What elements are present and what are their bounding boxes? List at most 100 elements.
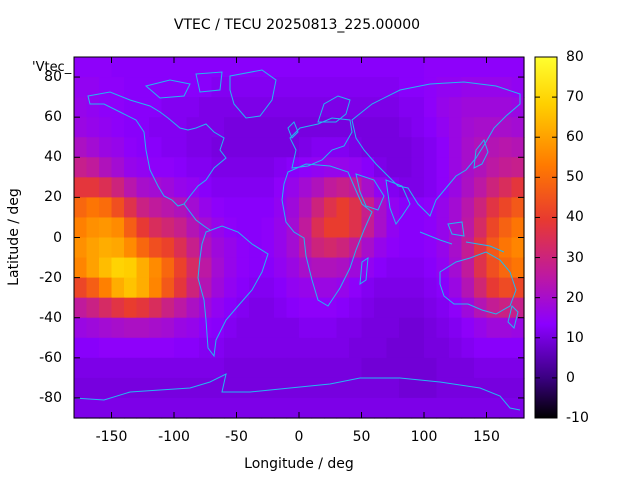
heatmap-cell [486, 117, 500, 138]
heatmap-cell [311, 177, 325, 198]
heatmap-cell [299, 117, 313, 138]
heatmap-cell [486, 57, 500, 78]
heatmap-cell [124, 277, 138, 299]
heatmap-cell [511, 237, 525, 259]
heatmap-cell [186, 337, 200, 359]
heatmap-cell [324, 317, 338, 339]
heatmap-cell [399, 237, 413, 259]
heatmap-cell [299, 377, 313, 399]
heatmap-cell [386, 117, 400, 138]
heatmap-cell [499, 57, 513, 78]
heatmap-cell [361, 237, 375, 259]
heatmap-cell [336, 177, 350, 198]
heatmap-cell [286, 297, 300, 319]
heatmap-cell [449, 317, 463, 339]
heatmap-cell [374, 377, 388, 399]
x-tick-label: 100 [410, 429, 438, 445]
heatmap-cell [486, 317, 500, 339]
heatmap-cell [461, 397, 475, 419]
heatmap-cell [511, 377, 525, 399]
heatmap-cell [136, 397, 150, 419]
heatmap-cell [249, 97, 263, 118]
heatmap-cell [386, 217, 400, 239]
heatmap-cell [186, 217, 200, 239]
heatmap-cell [111, 177, 125, 198]
heatmap-cell [424, 237, 438, 259]
heatmap-cell [399, 317, 413, 339]
heatmap-cell [286, 357, 300, 379]
heatmap-cell [449, 177, 463, 198]
heatmap-cell [374, 217, 388, 239]
heatmap-cell [211, 357, 225, 379]
heatmap-cell [199, 377, 213, 399]
heatmap-cell [311, 137, 325, 158]
heatmap-cell [161, 317, 175, 339]
heatmap-cell [374, 97, 388, 118]
heatmap-cell [136, 97, 150, 118]
heatmap-cell [511, 97, 525, 118]
heatmap-cell [324, 377, 338, 399]
heatmap-cell [286, 77, 300, 98]
heatmap-cell [449, 197, 463, 219]
heatmap-cell [224, 197, 238, 219]
heatmap-cell [161, 297, 175, 319]
heatmap-cell [274, 197, 288, 219]
heatmap-cell [161, 357, 175, 379]
heatmap-cell [261, 217, 275, 239]
heatmap-cell [136, 117, 150, 138]
heatmap-cell [399, 257, 413, 279]
heatmap-cell [236, 77, 250, 98]
heatmap-cell [486, 357, 500, 379]
heatmap-cell [86, 177, 100, 198]
x-tick-label: -150 [95, 429, 128, 445]
heatmap-cell [199, 217, 213, 239]
heatmap-cell [374, 197, 388, 219]
heatmap-cell [74, 257, 88, 279]
heatmap-cell [199, 57, 213, 78]
heatmap-cell [349, 357, 363, 379]
heatmap-cell [299, 337, 313, 359]
heatmap-cell [449, 97, 463, 118]
heatmap-cell [236, 97, 250, 118]
coastline-greenland [229, 69, 277, 119]
colorbar-tick-label: 60 [566, 129, 584, 146]
heatmap-cell [74, 337, 88, 359]
heatmap-cell [274, 277, 288, 299]
heatmap-cell [186, 57, 200, 78]
heatmap-cell [336, 317, 350, 339]
heatmap-cell [311, 357, 325, 379]
heatmap-cell [161, 137, 175, 158]
heatmap-cell [286, 397, 300, 419]
heatmap-cell [274, 57, 288, 78]
heatmap-cell [236, 117, 250, 138]
heatmap-cell [274, 157, 288, 178]
heatmap-cell [74, 217, 88, 239]
heatmap-cell [74, 357, 88, 379]
heatmap-cell [86, 397, 100, 419]
heatmap-cell [174, 137, 188, 158]
heatmap-cell [136, 277, 150, 299]
heatmap-cell [249, 157, 263, 178]
coastline-europe [289, 117, 353, 169]
heatmap-cell [74, 117, 88, 138]
heatmap-cell [261, 317, 275, 339]
heatmap-cell [424, 277, 438, 299]
heatmap-cell [174, 337, 188, 359]
heatmap-cell [174, 297, 188, 319]
heatmap-cell [399, 397, 413, 419]
heatmap-cell [111, 277, 125, 299]
heatmap-cell [261, 377, 275, 399]
heatmap-cell [299, 137, 313, 158]
heatmap-cell [349, 297, 363, 319]
heatmap-cell [486, 277, 500, 299]
heatmap-cell [361, 377, 375, 399]
heatmap-cell [411, 177, 425, 198]
heatmap-cell [249, 377, 263, 399]
heatmap-cell [399, 297, 413, 319]
colorbar [534, 56, 558, 419]
heatmap-cell [386, 237, 400, 259]
heatmap-cell [436, 177, 450, 198]
heatmap-cell [361, 117, 375, 138]
heatmap-cell [261, 337, 275, 359]
heatmap-cell [274, 217, 288, 239]
